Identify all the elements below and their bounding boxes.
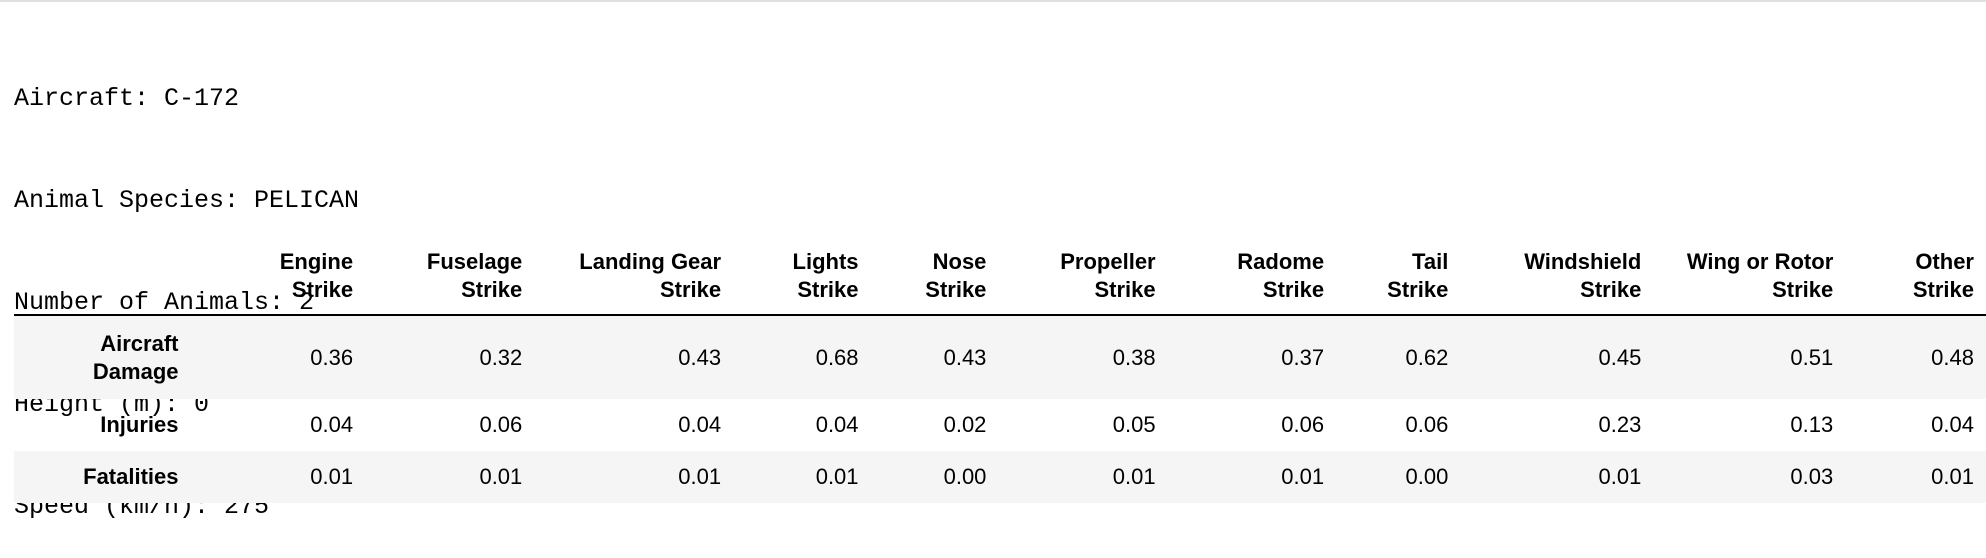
table-cell: 0.01 <box>1281 464 1325 489</box>
table-cell: 0.04 <box>678 412 722 437</box>
table-cell: 0.03 <box>1790 464 1834 489</box>
table-header: Engine Strike Fuselage Strike Landing Gear… <box>14 244 1986 316</box>
height-line: Height (m): 0 <box>14 390 210 419</box>
table-cell: 0.01 <box>1112 464 1156 489</box>
table-cell: 0.04 <box>815 412 859 437</box>
table-cell: 0.62 <box>1405 344 1449 370</box>
col-header-other-strike: Other Strike <box>1845 244 1986 316</box>
col-header-wing-or-rotor-strike: Wing or Rotor Strike <box>1653 244 1846 316</box>
table-cell: 0.01 <box>310 464 354 489</box>
table-cell: 0.00 <box>1405 464 1449 489</box>
table-cell: 0.06 <box>1281 412 1325 437</box>
table-cell: 0.00 <box>943 464 987 489</box>
table-cell: 0.06 <box>479 412 523 437</box>
row-header-aircraft-damage: Aircraft Damage <box>92 330 179 384</box>
table-cell: 0.04 <box>1931 412 1974 437</box>
col-header-lights-strike: Lights Strike <box>733 244 871 316</box>
aircraft-line: Aircraft: C-172 <box>14 84 240 113</box>
table-cell: 0.01 <box>1931 464 1974 489</box>
table-cell: 0.01 <box>479 464 523 489</box>
col-header-fuselage-strike: Fuselage Strike <box>365 244 535 316</box>
col-header-nose-strike: Nose Strike <box>870 244 999 316</box>
col-header-propeller-strike: Propeller Strike <box>998 244 1168 316</box>
col-header-tail-strike: Tail Strike <box>1336 244 1461 316</box>
table-cell: 0.43 <box>678 344 722 370</box>
table-cell: 0.04 <box>310 412 354 437</box>
table-cell: 0.36 <box>310 344 354 370</box>
header-stub <box>14 244 191 316</box>
row-header-injuries: Injuries <box>100 412 179 437</box>
cell-top-divider <box>0 0 1986 2</box>
table-cell: 0.02 <box>943 412 987 437</box>
table-cell: 0.48 <box>1931 344 1974 370</box>
table-cell: 0.37 <box>1281 344 1325 370</box>
animal-species-line: Animal Species: PELICAN <box>14 186 360 215</box>
table-cell: 0.01 <box>678 464 722 489</box>
table-cell: 0.51 <box>1790 344 1834 370</box>
table-cell: 0.32 <box>479 344 523 370</box>
table-cell: 0.05 <box>1112 412 1156 437</box>
table-cell: 0.01 <box>1598 464 1642 489</box>
header-row: Engine Strike Fuselage Strike Landing Gear… <box>14 244 1986 316</box>
strike-probability-table: Engine Strike Fuselage Strike Landing Gear… <box>14 244 1986 503</box>
table-cell: 0.06 <box>1405 412 1449 437</box>
table-row: Aircraft Damage 0.36 0.32 0.43 0.68 0.43 … <box>14 315 1986 399</box>
col-header-engine-strike: Engine Strike <box>190 244 366 316</box>
table-body: Aircraft Damage 0.36 0.32 0.43 0.68 0.43 … <box>14 315 1986 503</box>
table-cell: 0.43 <box>943 344 987 370</box>
table-cell: 0.45 <box>1598 344 1642 370</box>
col-header-radome-strike: Radome Strike <box>1167 244 1337 316</box>
table-cell: 0.13 <box>1790 412 1834 437</box>
table-row: Fatalities 0.01 0.01 0.01 0.01 0.00 0.01… <box>14 451 1986 503</box>
table-row: Injuries 0.04 0.06 0.04 0.04 0.02 0.05 0… <box>14 399 1986 451</box>
col-header-windshield-strike: Windshield Strike <box>1460 244 1654 316</box>
col-header-landing-gear-strike: Landing Gear Strike <box>534 244 734 316</box>
table-cell: 0.68 <box>815 344 859 370</box>
table-cell: 0.01 <box>815 464 859 489</box>
row-header-fatalities: Fatalities <box>83 464 179 489</box>
table-cell: 0.23 <box>1598 412 1642 437</box>
table-cell: 0.38 <box>1112 344 1156 370</box>
